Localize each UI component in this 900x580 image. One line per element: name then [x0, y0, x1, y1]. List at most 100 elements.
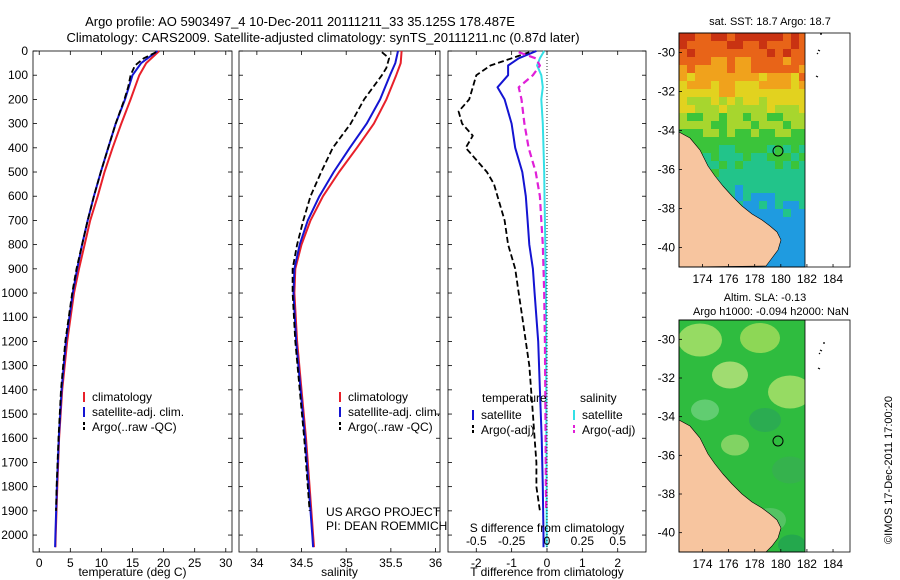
sst-cell: [767, 81, 775, 89]
sla-blob: [740, 323, 780, 353]
sst-cell: [791, 169, 799, 177]
sst-cell: [767, 177, 775, 185]
sst-cell: [703, 41, 711, 49]
sst-cell: [767, 33, 775, 41]
sst-cell: [727, 57, 735, 65]
x-tick-label: 25: [188, 556, 202, 570]
sst-cell: [767, 49, 775, 57]
y-tick-label: 1800: [1, 480, 28, 494]
project-text-line2: PI: DEAN ROEMMICH: [326, 519, 447, 533]
sst-cell: [783, 177, 791, 185]
map-x-tick-label: 174: [692, 557, 712, 571]
sst-cell: [695, 89, 703, 97]
sst-cell: [687, 105, 695, 113]
sst-cell: [783, 145, 791, 153]
sst-cell: [735, 185, 743, 193]
sst-cell: [727, 113, 735, 121]
sst-map-land: [679, 131, 782, 267]
sst-cell: [727, 169, 735, 177]
sst-cell: [791, 129, 799, 137]
sst-cell: [711, 137, 719, 145]
sst-cell: [743, 113, 751, 121]
sst-cell: [727, 49, 735, 57]
series-line-2: [292, 50, 399, 548]
sst-cell: [719, 177, 727, 185]
sla-blob: [691, 399, 719, 421]
sst-cell: [799, 153, 805, 161]
map-y-tick-label: -40: [658, 241, 676, 255]
sst-cell: [727, 121, 735, 129]
sst-cell: [735, 81, 743, 89]
sla-argo-marker: [772, 435, 784, 447]
sst-map-axes: [678, 32, 851, 268]
y-tick-label: 1400: [1, 383, 28, 397]
map-x-tick-label: 184: [823, 557, 843, 571]
sst-cell: [751, 121, 759, 129]
sst-cell: [751, 153, 759, 161]
sst-cell: [783, 161, 791, 169]
map-y-tick-label: -38: [658, 202, 676, 216]
series-line-3: [55, 51, 157, 511]
sst-cell: [791, 145, 799, 153]
sst-cell: [711, 49, 719, 57]
sst-cell: [775, 177, 783, 185]
sst-cell: [799, 161, 805, 169]
sst-cell: [727, 65, 735, 73]
sst-cell: [791, 249, 799, 257]
sst-cell: [759, 177, 767, 185]
x-axis-label: T difference from climatology: [470, 565, 624, 579]
sst-cell: [679, 49, 687, 57]
x-tick-label: 30: [219, 556, 233, 570]
sst-cell: [767, 161, 775, 169]
sst-cell: [791, 233, 799, 241]
sst-cell: [775, 193, 783, 201]
sst-cell: [783, 241, 791, 249]
sst-cell: [791, 217, 799, 225]
sst-cell: [759, 81, 767, 89]
sst-cell: [791, 33, 799, 41]
figure-title-line2: Climatology: CARS2009. Satellite-adjuste…: [66, 30, 579, 45]
sst-cell: [679, 105, 687, 113]
sst-cell: [727, 145, 735, 153]
sla-map: Altim. SLA: -0.13 Argo h1000: -0.094 h20…: [658, 292, 851, 571]
sst-cell: [743, 161, 751, 169]
sst-cell: [759, 185, 767, 193]
sst-cell: [679, 121, 687, 129]
sst-cell: [759, 73, 767, 81]
sst-cell: [783, 81, 791, 89]
sst-cell: [751, 129, 759, 137]
sst-cell: [767, 105, 775, 113]
sst-cell: [743, 201, 751, 209]
sst-cell: [799, 49, 805, 57]
map-y-tick-label: -40: [658, 526, 676, 540]
sst-cell: [767, 41, 775, 49]
sst-cell: [703, 121, 711, 129]
sst-cell: [711, 73, 719, 81]
sst-cell: [799, 193, 805, 201]
sst-cell: [735, 73, 743, 81]
sst-cell: [783, 137, 791, 145]
sst-cell: [743, 97, 751, 105]
sst-cell: [767, 217, 775, 225]
legend-label: Argo(..raw -QC): [348, 420, 433, 434]
sst-cell: [735, 193, 743, 201]
sst-cell: [719, 49, 727, 57]
sst-cell: [791, 113, 799, 121]
sst-cell: [679, 33, 687, 41]
sst-cell: [759, 41, 767, 49]
map-x-tick-label: 178: [745, 557, 765, 571]
x-tick-label: 35.5: [379, 556, 403, 570]
sst-cell: [711, 121, 719, 129]
sst-island-dots: [815, 33, 822, 78]
sst-cell: [735, 105, 743, 113]
map-y-tick-label: -36: [658, 448, 676, 462]
sst-cell: [703, 49, 711, 57]
sst-cell: [743, 33, 751, 41]
sst-cell: [767, 201, 775, 209]
sst-cell: [719, 33, 727, 41]
project-text-line1: US ARGO PROJECT: [326, 505, 441, 519]
sst-cell: [687, 41, 695, 49]
sst-cell: [711, 105, 719, 113]
sst-cell: [767, 121, 775, 129]
